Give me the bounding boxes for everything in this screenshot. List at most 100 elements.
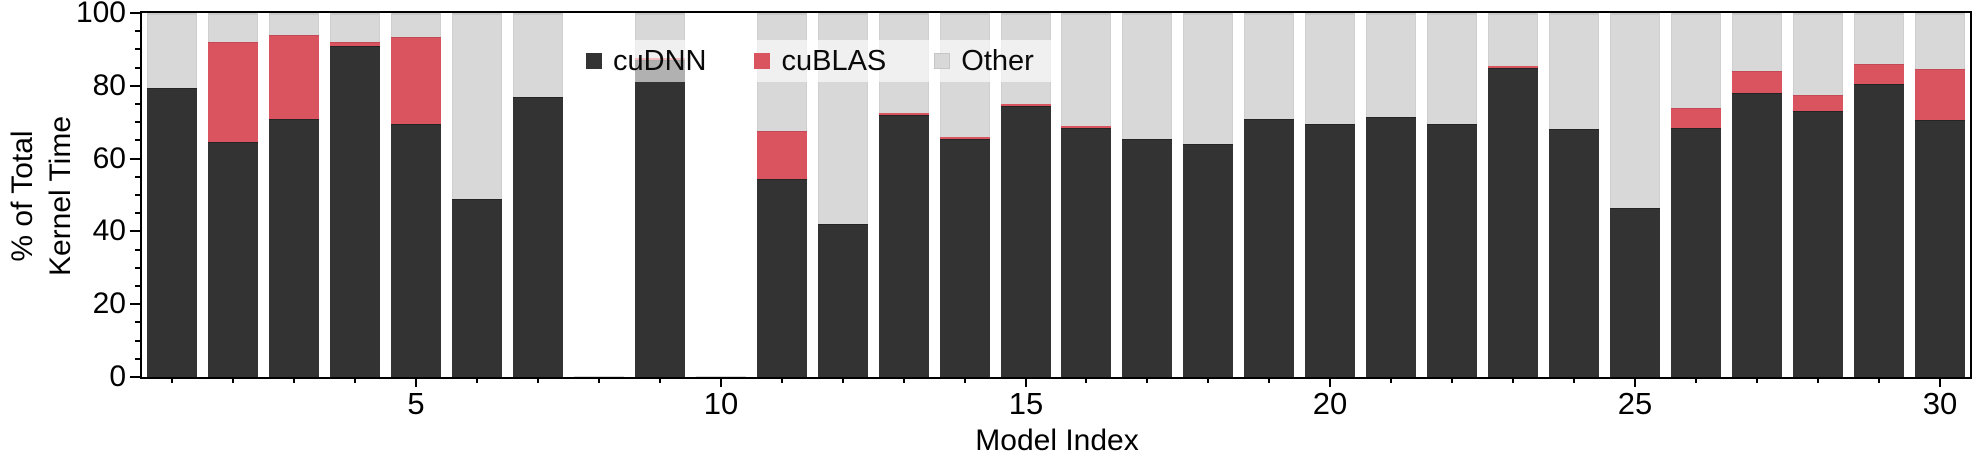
bar-model-10: [695, 375, 746, 377]
bar-1-segment-other: [147, 13, 198, 88]
bar-21-segment-other: [1366, 13, 1417, 117]
x-minor-tick-6: [476, 379, 478, 383]
legend-item-other: Other: [934, 44, 1034, 77]
bar-14-segment-cublas: [939, 136, 990, 139]
bar-11-segment-cublas: [756, 131, 807, 179]
x-minor-tick-16: [1085, 379, 1087, 383]
x-tick-label-5: 5: [407, 386, 425, 421]
bar-24-segment-other: [1548, 13, 1599, 130]
bar-model-8: [574, 375, 624, 377]
bar-2-segment-cublas: [208, 42, 259, 143]
bar-6-segment-cudnn: [452, 198, 503, 377]
x-major-tick-30: [1939, 379, 1941, 387]
x-axis-title: Model Index: [975, 424, 1139, 457]
x-major-tick-25: [1634, 379, 1636, 387]
bar-12-segment-cudnn: [817, 224, 868, 377]
x-major-tick-20: [1329, 379, 1331, 387]
x-tick-label-10: 10: [703, 386, 739, 421]
bar-10-segment-other: [695, 375, 746, 377]
y-minor-tick-75: [135, 103, 140, 105]
bar-25-segment-other: [1609, 13, 1660, 208]
y-minor-tick-85: [135, 67, 140, 69]
bar-model-7: [513, 13, 564, 377]
bar-8-segment-other: [574, 375, 624, 377]
bar-26-segment-cudnn: [1670, 127, 1721, 377]
x-minor-tick-29: [1878, 379, 1880, 383]
y-minor-tick-35: [135, 249, 140, 251]
bar-3-segment-cublas: [269, 34, 320, 119]
legend-label-other: Other: [961, 44, 1034, 77]
legend-item-cublas: cuBLAS: [754, 46, 886, 76]
bar-model-16: [1061, 13, 1112, 377]
x-minor-tick-2: [232, 379, 234, 383]
bar-28-segment-cudnn: [1792, 111, 1843, 377]
y-major-tick-80: [130, 85, 140, 87]
bar-model-3: [269, 13, 320, 377]
bar-model-28: [1792, 13, 1843, 377]
bar-30-segment-cublas: [1914, 69, 1965, 121]
x-major-tick-15: [1025, 379, 1027, 387]
y-tick-label-100: 100: [75, 0, 126, 29]
bar-14-segment-cudnn: [939, 138, 990, 377]
bar-model-21: [1366, 13, 1417, 377]
bar-17-segment-cudnn: [1122, 138, 1173, 377]
y-minor-tick-90: [135, 48, 140, 50]
y-minor-tick-70: [135, 121, 140, 123]
y-axis-title: % of Total Kernel Time: [6, 115, 77, 277]
bar-3-segment-other: [269, 13, 320, 35]
y-minor-tick-65: [135, 139, 140, 141]
bar-27-segment-cublas: [1731, 71, 1782, 94]
bar-27-segment-other: [1731, 13, 1782, 72]
bar-2-segment-other: [208, 13, 259, 43]
y-major-tick-0: [130, 376, 140, 378]
x-minor-tick-1: [171, 379, 173, 383]
x-tick-label-15: 15: [1008, 386, 1044, 421]
x-tick-label-25: 25: [1617, 386, 1653, 421]
x-minor-tick-3: [293, 379, 295, 383]
bar-5-segment-cudnn: [391, 124, 442, 377]
bar-16-segment-cublas: [1061, 125, 1112, 128]
x-tick-label-30: 30: [1922, 386, 1958, 421]
bar-5-segment-cublas: [391, 36, 442, 125]
bar-23-segment-cudnn: [1488, 67, 1538, 377]
y-minor-tick-10: [135, 340, 140, 342]
bar-9-segment-cudnn: [634, 60, 685, 377]
x-major-tick-10: [720, 379, 722, 387]
bar-22-segment-other: [1427, 13, 1478, 125]
x-minor-tick-21: [1390, 379, 1392, 383]
bar-7-segment-other: [513, 13, 564, 97]
bar-18-segment-other: [1183, 13, 1234, 145]
y-minor-tick-45: [135, 212, 140, 214]
bar-model-23: [1488, 13, 1538, 377]
bar-model-1: [147, 13, 198, 377]
x-minor-tick-12: [842, 379, 844, 383]
bar-13-segment-cudnn: [878, 114, 929, 377]
x-minor-tick-28: [1817, 379, 1819, 383]
bar-13-segment-cublas: [878, 113, 929, 115]
legend: cuDNN cuBLAS Other: [568, 40, 1052, 82]
x-tick-label-20: 20: [1312, 386, 1348, 421]
x-major-tick-5: [415, 379, 417, 387]
bar-30-segment-cudnn: [1914, 120, 1965, 377]
legend-item-cudnn: cuDNN: [586, 46, 706, 76]
x-minor-tick-9: [659, 379, 661, 383]
bar-model-18: [1183, 13, 1234, 377]
y-major-tick-60: [130, 158, 140, 160]
bar-model-6: [452, 13, 503, 377]
bar-21-segment-cudnn: [1366, 116, 1417, 377]
bar-28-segment-cublas: [1792, 94, 1843, 112]
bar-16-segment-cudnn: [1061, 127, 1112, 377]
bar-model-4: [330, 13, 381, 377]
bar-model-19: [1244, 13, 1295, 377]
x-minor-tick-7: [537, 379, 539, 383]
x-minor-tick-26: [1695, 379, 1697, 383]
x-minor-tick-17: [1146, 379, 1148, 383]
y-minor-tick-30: [135, 267, 140, 269]
bar-11-segment-cudnn: [756, 178, 807, 377]
bar-25-segment-cudnn: [1609, 207, 1660, 377]
y-minor-tick-25: [135, 285, 140, 287]
bar-7-segment-cudnn: [513, 96, 564, 377]
bar-19-segment-cudnn: [1244, 118, 1295, 377]
bar-28-segment-other: [1792, 13, 1843, 95]
